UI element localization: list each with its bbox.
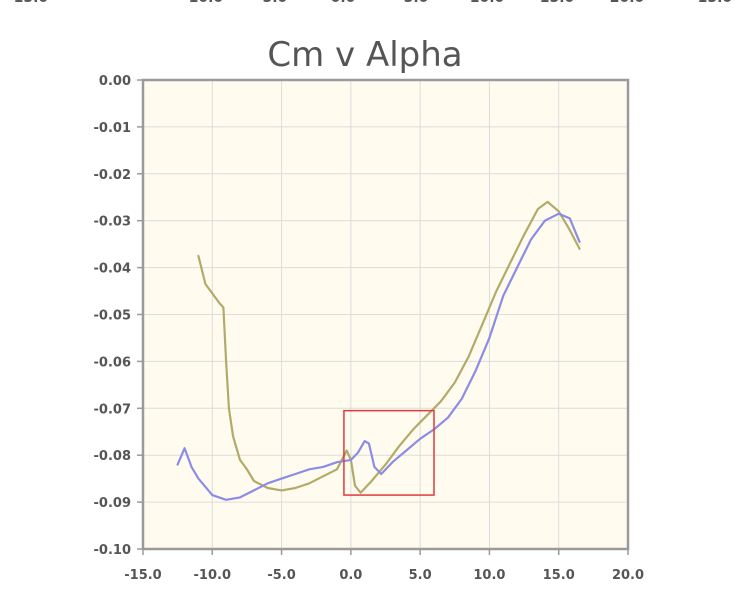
- y-tick-label: 0.00: [99, 74, 131, 89]
- x-tick-label: -15.0: [124, 568, 161, 583]
- y-tick-label: -0.08: [94, 449, 131, 464]
- cropped-tick-label: -15.0: [8, 0, 48, 6]
- cropped-tick-label: -5.0: [257, 0, 288, 6]
- series-line-1: [197, 200, 581, 494]
- chart-title: Cm v Alpha: [267, 35, 462, 75]
- cropped-tick-label: 0.0: [331, 0, 356, 6]
- cropped-tick-label: -15.0: [692, 0, 732, 6]
- x-tick-label: -5.0: [267, 568, 295, 583]
- x-tick-label: 10.0: [473, 568, 505, 583]
- y-tick-label: -0.02: [94, 168, 131, 183]
- cropped-tick-label: 15.0: [540, 0, 575, 6]
- cropped-axis-labels: -15.0 -10.0 -5.0 0.0 5.0 10.0 15.0 20.0 -15.0: [0, 0, 739, 10]
- y-tick-label: -0.01: [94, 121, 131, 136]
- x-tick-label: 20.0: [612, 568, 644, 583]
- plot-area: -15.0 -10.0 -5.0 0.0 5.0 10.0 15.0 20.0 0.00 -0.0…: [94, 74, 645, 583]
- cropped-tick-label: -10.0: [183, 0, 223, 6]
- y-tick-label: -0.09: [94, 496, 131, 511]
- y-tick-label: -0.04: [94, 262, 131, 277]
- series-line-2: [176, 212, 581, 501]
- x-tick-label: 0.0: [339, 568, 362, 583]
- y-tick-label: -0.05: [94, 309, 131, 324]
- y-tick-label: -0.10: [94, 543, 131, 558]
- y-tick-label: -0.06: [94, 355, 131, 370]
- x-tick-label: 5.0: [409, 568, 432, 583]
- y-tick-label: -0.07: [94, 402, 131, 417]
- x-tick-label: -10.0: [194, 568, 231, 583]
- cropped-tick-label: 10.0: [470, 0, 505, 6]
- highlight-box: [343, 409, 435, 496]
- cropped-tick-label: 20.0: [610, 0, 645, 6]
- y-tick-label: -0.03: [94, 215, 131, 230]
- cropped-tick-label: 5.0: [404, 0, 429, 6]
- x-tick-label: 15.0: [543, 568, 575, 583]
